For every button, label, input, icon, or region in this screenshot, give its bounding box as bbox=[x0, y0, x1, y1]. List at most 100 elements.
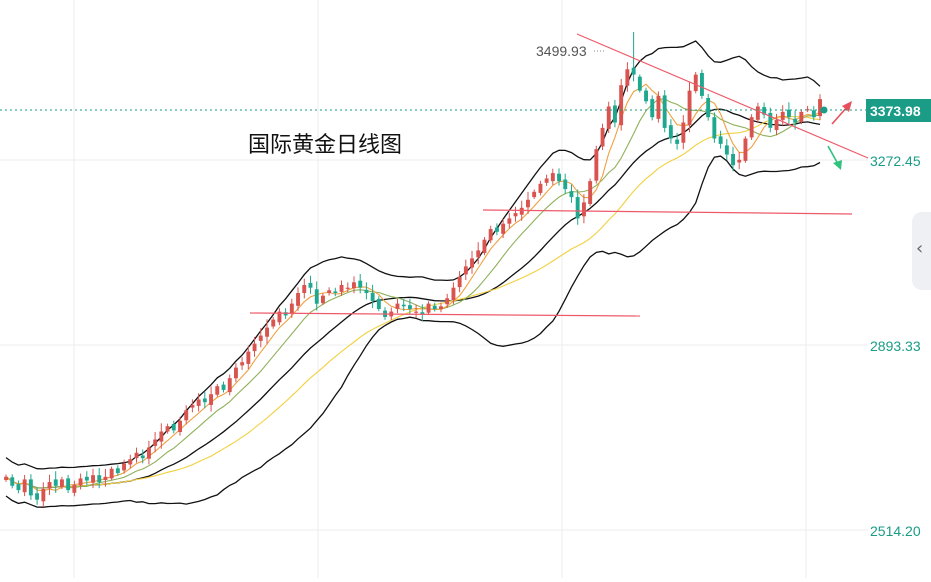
candle-down bbox=[401, 304, 406, 307]
bollinger-lower-line bbox=[5, 155, 821, 508]
candle-up bbox=[476, 250, 481, 258]
candle-up bbox=[457, 277, 462, 288]
candle-up bbox=[190, 404, 195, 408]
candle-down bbox=[563, 179, 568, 190]
candle-up bbox=[289, 303, 294, 314]
candle-up bbox=[184, 410, 189, 421]
arrow-down-shaft bbox=[827, 145, 839, 165]
candle-up bbox=[103, 476, 108, 480]
candle-up bbox=[78, 478, 83, 486]
candle-down bbox=[706, 98, 711, 118]
candle-down bbox=[28, 479, 33, 496]
candle-up bbox=[159, 431, 164, 442]
candle-up bbox=[271, 319, 276, 327]
last-price-tag bbox=[866, 99, 931, 122]
candle-down bbox=[16, 484, 21, 491]
candle-up bbox=[544, 178, 549, 183]
candle-up bbox=[122, 463, 126, 471]
y-tick-label: 2514.20 bbox=[870, 523, 921, 539]
candle-down bbox=[768, 112, 773, 128]
grid-layer bbox=[0, 0, 868, 578]
indicator-layer bbox=[5, 40, 821, 508]
trendline-support-left bbox=[249, 312, 641, 317]
candle-up bbox=[22, 479, 27, 493]
candle-up bbox=[352, 282, 356, 289]
candle-down bbox=[97, 475, 102, 483]
candle-down bbox=[637, 76, 642, 91]
candle-up bbox=[749, 117, 754, 138]
candle-down bbox=[631, 67, 636, 75]
candle-down bbox=[712, 117, 717, 139]
candle-down bbox=[575, 197, 580, 219]
candle-down bbox=[662, 95, 667, 128]
candle-up bbox=[4, 476, 8, 480]
candle-up bbox=[538, 183, 543, 193]
candle-down bbox=[221, 384, 226, 390]
candle-layer bbox=[4, 32, 822, 507]
candle-up bbox=[414, 311, 419, 313]
candle-up bbox=[470, 258, 474, 268]
candle-down bbox=[811, 110, 816, 118]
candle-up bbox=[582, 202, 586, 217]
candle-up bbox=[774, 119, 779, 130]
candle-up bbox=[128, 459, 133, 465]
trendline-resistance bbox=[576, 33, 869, 159]
candle-up bbox=[625, 69, 630, 86]
candle-down bbox=[10, 477, 15, 486]
candle-up bbox=[501, 223, 506, 234]
candle-up bbox=[91, 475, 95, 483]
candle-down bbox=[53, 479, 58, 486]
candle-down bbox=[432, 305, 437, 309]
side-panel-toggle[interactable]: ‹ bbox=[912, 212, 931, 290]
candle-up bbox=[681, 122, 686, 143]
candle-down bbox=[314, 289, 319, 304]
arrow-down-icon bbox=[833, 160, 842, 170]
candle-down bbox=[644, 90, 648, 102]
candle-up bbox=[327, 290, 332, 293]
candle-up bbox=[445, 298, 450, 305]
candle-up bbox=[258, 335, 263, 341]
candle-up bbox=[153, 439, 158, 446]
candle-down bbox=[84, 476, 89, 481]
peak-price-label: 3499.93 bbox=[536, 43, 587, 59]
candle-down bbox=[364, 289, 369, 293]
chevron-left-icon: ‹ bbox=[916, 238, 924, 259]
candle-down bbox=[333, 291, 338, 293]
candle-up bbox=[606, 106, 611, 129]
candle-up bbox=[588, 181, 593, 204]
candle-down bbox=[613, 105, 617, 123]
candle-down bbox=[793, 118, 798, 123]
candle-up bbox=[463, 266, 468, 275]
bollinger-middle-line bbox=[5, 108, 821, 489]
candle-up bbox=[805, 109, 810, 111]
candle-up bbox=[532, 191, 537, 198]
candle-up bbox=[277, 311, 282, 323]
candle-down bbox=[115, 468, 120, 474]
candle-down bbox=[718, 136, 723, 144]
trendline-layer bbox=[249, 33, 869, 317]
candle-up bbox=[799, 111, 804, 122]
candle-up bbox=[147, 447, 151, 459]
arrow-up-icon bbox=[842, 101, 852, 112]
candle-down bbox=[202, 398, 207, 403]
candle-up bbox=[482, 239, 487, 253]
last-price-dot bbox=[820, 106, 828, 114]
candle-up bbox=[594, 149, 599, 181]
ma-slow-line bbox=[5, 115, 821, 489]
candle-up bbox=[109, 468, 114, 479]
candle-up bbox=[488, 229, 493, 241]
candle-down bbox=[35, 493, 39, 500]
candle-down bbox=[495, 227, 499, 232]
ma-fast-line bbox=[5, 83, 821, 492]
candle-down bbox=[420, 312, 425, 315]
candle-up bbox=[619, 85, 624, 126]
candle-up bbox=[178, 420, 182, 432]
chart-title: 国际黄金日线图 bbox=[248, 133, 402, 158]
candle-up bbox=[656, 95, 661, 119]
candle-up bbox=[215, 386, 220, 395]
candle-up bbox=[339, 285, 344, 292]
candle-up bbox=[451, 287, 456, 300]
trendline-support-right bbox=[482, 209, 853, 215]
label-layer: 3373.98 3272.45 2893.33 2514.20 3499.93 … bbox=[0, 43, 931, 539]
candle-down bbox=[171, 424, 176, 431]
